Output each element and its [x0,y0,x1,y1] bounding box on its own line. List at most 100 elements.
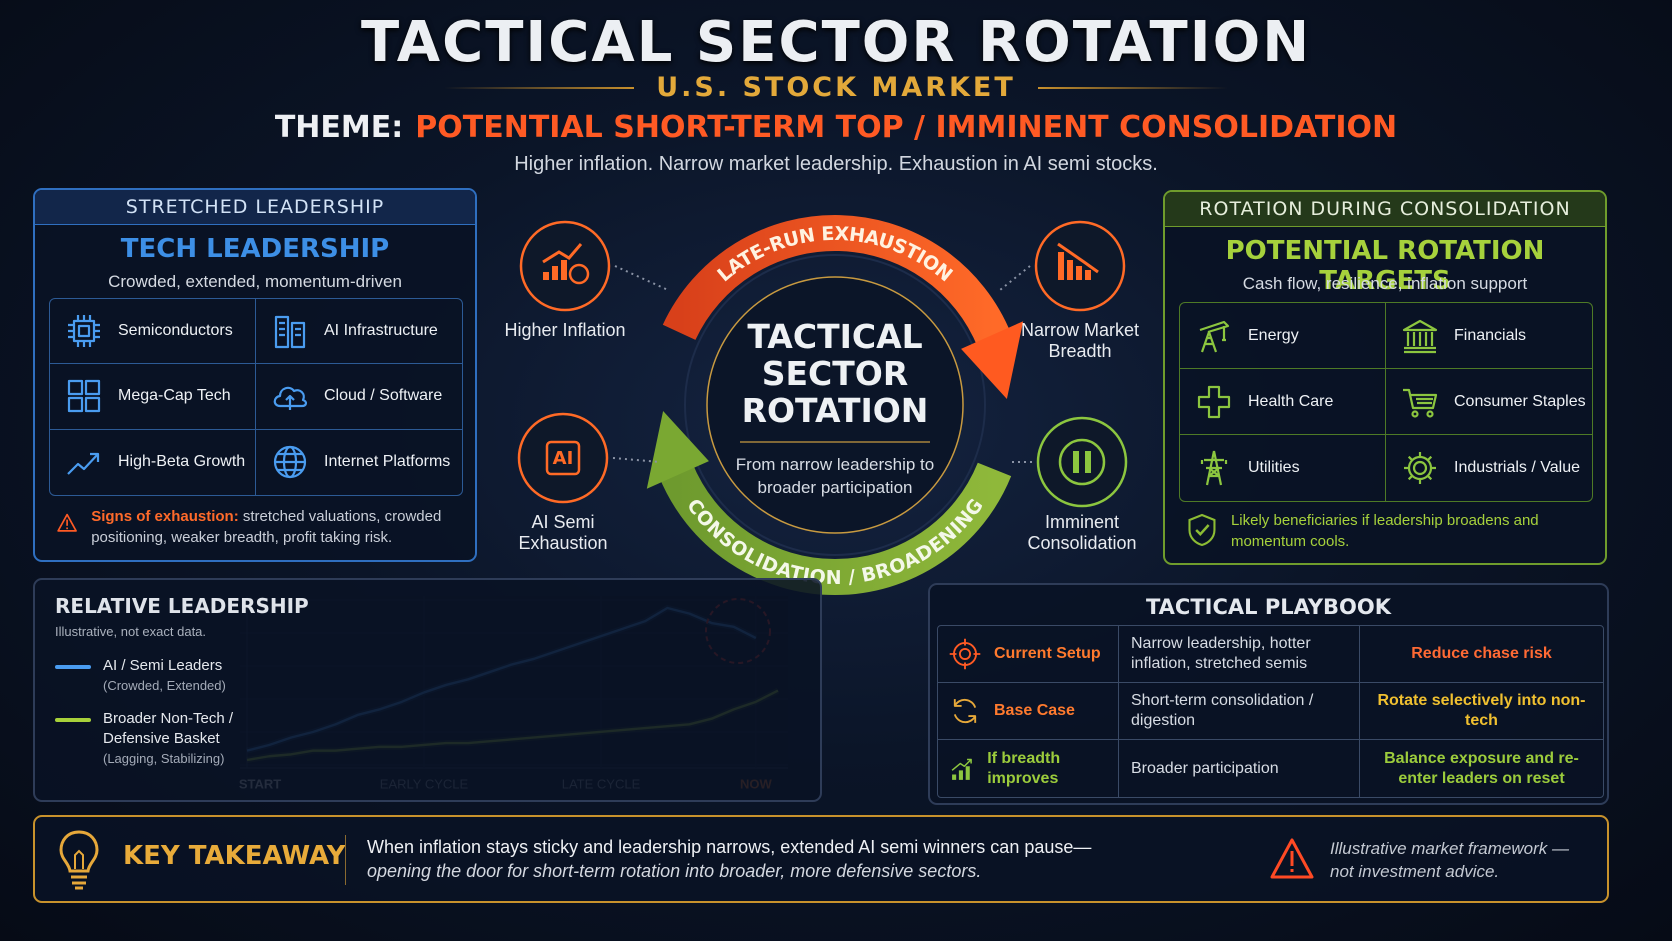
legend-swatch [55,718,91,722]
cell-text: Short-term consolidation / digestion [1131,692,1314,729]
grid-cell: High-Beta Growth [50,429,256,495]
panel-header: STRETCHED LEADERSHIP [35,190,475,225]
sector-label: Health Care [1248,392,1334,410]
table-cell: If breadth improves [938,740,1119,797]
warning-text: stretched valuations, crowded positionin… [91,508,442,546]
cell-text: Narrow leadership, hotter inflation, str… [1131,635,1311,672]
sector-grid: Energy Financials Health Care Consumer Stap… [1179,302,1593,502]
takeaway-panel: KEY TAKEAWAY When inflation stays sticky… [33,815,1609,903]
right-panel: ROTATION DURING CONSOLIDATION POTENTIAL … [1163,190,1607,565]
node-circle [517,412,609,504]
sector-label: Industrials / Value [1454,459,1580,476]
sector-label: High-Beta Growth [118,453,246,471]
legend-note: (Lagging, Stabilizing) [103,751,225,766]
sector-label: Utilities [1248,459,1300,476]
table-cell: Base Case [938,683,1119,740]
panel-title: POTENTIAL ROTATION TARGETS [1225,236,1545,296]
connector [612,457,661,463]
grid-cell: Cloud / Software [256,364,462,430]
panel-header: ROTATION DURING CONSOLIDATION [1165,192,1605,227]
icon [273,446,307,479]
icon [1199,320,1230,352]
panel-subtitle: Crowded, extended, momentum-driven [108,272,402,291]
legend-note: (Crowded, Extended) [103,678,226,693]
cell-text: If breadth improves [987,749,1061,787]
table-cell: Short-term consolidation / digestion [1119,683,1360,740]
left-panel: STRETCHED LEADERSHIP TECH LEADERSHIP Cro… [33,188,477,562]
theme-label: THEME: [274,110,404,145]
cell-text: Balance exposure and re-enter leaders on… [1384,749,1579,787]
sector-label: Cloud / Software [324,387,443,405]
node-label: Narrow Market Breadth [1020,320,1140,361]
icon [1200,450,1228,486]
node-circle [1036,416,1128,508]
legend-name: AI / Semi Leaders [103,657,223,674]
node-icon: AI [545,440,581,476]
icon [1402,319,1438,353]
node-label: Imminent Consolidation [1027,512,1137,553]
subtitle-text: U.S. STOCK MARKET [656,72,1016,103]
legend-swatch [55,665,91,669]
legend-name: Broader Non-Tech / Defensive Basket [103,710,234,747]
shield-icon [1188,513,1216,547]
warning-icon [57,513,77,532]
sector-label: Internet Platforms [324,453,451,471]
subtitle: U.S. STOCK MARKET [0,72,1672,103]
playbook-table: Current Setup Narrow leadership, hotter i… [937,625,1604,798]
panel-title: TECH LEADERSHIP [120,234,390,264]
svg-text:AI: AI [553,448,574,469]
sector-label: Mega-Cap Tech [118,387,231,405]
grid-cell: Semiconductors [50,299,256,365]
playbook-panel: TACTICAL PLAYBOOK Current Setup Narrow le… [928,583,1609,805]
table-cell: Reduce chase risk [1360,626,1603,683]
takeaway-label: KEY TAKEAWAY [123,841,346,871]
title: TACTICAL SECTOR ROTATION [360,10,1312,75]
theme: THEME: POTENTIAL SHORT-TERM TOP / IMMINEN… [0,110,1672,145]
cell-text: Base Case [994,702,1075,719]
grid-cell: Financials [1386,303,1592,369]
grid-cell: Industrials / Value [1386,435,1592,501]
icon [953,698,977,724]
icon [67,453,100,476]
sector-label: Consumer Staples [1454,392,1586,410]
warning: Signs of exhaustion: stretched valuation… [57,506,459,548]
grid-cell: Energy [1180,303,1386,369]
table-cell: Narrow leadership, hotter inflation, str… [1119,626,1360,683]
icon [949,638,981,670]
outer-ring [684,254,986,556]
grid-cell: Internet Platforms [256,430,462,495]
note: Likely beneficiaries if leadership broad… [1187,510,1589,552]
table-cell: Rotate selectively into non-tech [1360,683,1603,740]
sector-label: AI Infrastructure [324,322,438,340]
table-cell: Balance exposure and re-enter leaders on… [1360,740,1603,797]
sector-grid: Semiconductors AI Infrastructure Mega-Cap … [49,298,463,496]
connector [999,265,1031,291]
node-label: AI Semi Exhaustion [518,512,608,553]
grid-cell: Consumer Staples [1386,369,1592,435]
orange-arrowhead [961,321,1024,399]
icon [1404,452,1436,484]
sector-label: Financials [1454,326,1527,344]
orange-arc [662,215,1012,348]
cell-text: Rotate selectively into non-tech [1377,692,1586,729]
center-disc [706,276,964,534]
icon [274,316,306,349]
center-title: TACTICAL SECTOR ROTATION [741,317,929,430]
connector [614,265,669,291]
icon [1403,388,1438,418]
bulb-icon [59,830,99,890]
disclaimer: Illustrative market framework — not inve… [1330,839,1569,881]
sector-label: Semiconductors [118,322,233,340]
center-text: From narrow leadership to broader partic… [735,455,935,497]
icon [68,315,100,348]
playbook-title: TACTICAL PLAYBOOK [1145,595,1392,619]
chart-title: RELATIVE LEADERSHIP [55,594,309,618]
grid-cell: AI Infrastructure [256,299,462,365]
cell-text: Current Setup [994,645,1101,662]
icon [1197,385,1231,418]
icon [67,380,101,413]
divider [345,835,346,885]
takeaway-line1: When inflation stays sticky and leadersh… [367,837,1092,857]
warning-icon [1270,838,1314,879]
